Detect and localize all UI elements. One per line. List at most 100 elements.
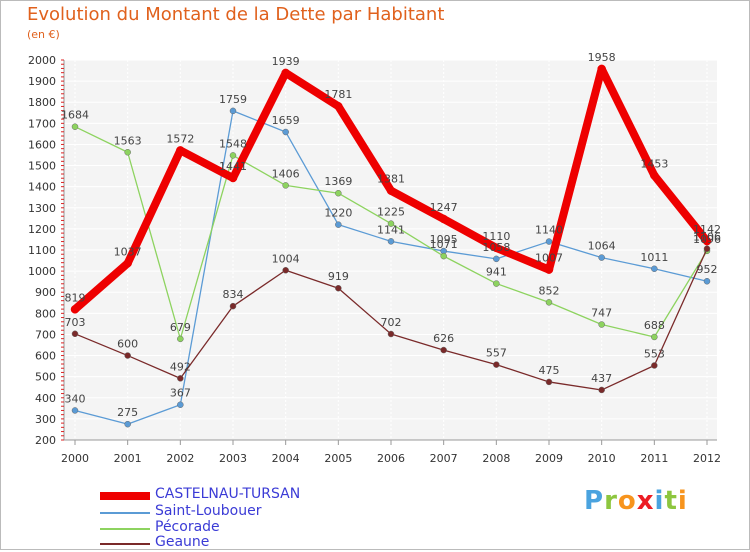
data-label: 1140 <box>535 224 563 237</box>
data-point <box>334 101 343 111</box>
data-label: 747 <box>591 307 612 320</box>
data-point <box>440 346 447 354</box>
logo-letter: x <box>636 486 655 516</box>
data-point <box>177 335 184 343</box>
data-label: 600 <box>117 338 138 351</box>
data-point <box>545 238 553 245</box>
data-label: 679 <box>170 321 191 334</box>
x-tick-label: 2006 <box>377 452 405 465</box>
data-label: 1220 <box>324 207 352 220</box>
data-point <box>177 401 184 408</box>
data-point <box>651 265 658 273</box>
data-label: 557 <box>486 347 507 360</box>
data-point <box>598 386 605 394</box>
logo-letter: P <box>584 486 605 516</box>
data-point <box>71 407 79 414</box>
y-tick-label: 1000 <box>28 265 56 278</box>
data-point <box>124 149 131 156</box>
x-tick-label: 2000 <box>61 452 89 465</box>
legend-swatch <box>100 512 150 514</box>
data-point <box>597 64 606 74</box>
data-point <box>387 220 395 227</box>
x-tick-label: 2005 <box>324 452 352 465</box>
data-point <box>335 284 342 292</box>
data-point <box>176 146 185 155</box>
proxiti-logo: Proxiti <box>584 486 688 516</box>
data-point <box>281 68 290 78</box>
y-tick-label: 600 <box>35 350 56 363</box>
data-label: 819 <box>65 291 86 304</box>
data-point <box>70 305 80 314</box>
data-label: 1659 <box>272 114 300 127</box>
x-tick-label: 2010 <box>588 452 616 465</box>
data-point <box>545 299 553 306</box>
x-tick-label: 2008 <box>482 452 510 465</box>
y-tick-label: 1100 <box>28 244 56 257</box>
y-tick-label: 1800 <box>28 96 56 109</box>
x-tick-label: 2004 <box>272 452 300 465</box>
data-point <box>387 330 395 338</box>
y-tick-label: 1400 <box>28 181 56 194</box>
data-label: 1759 <box>219 93 247 106</box>
data-label: 1781 <box>324 88 352 101</box>
data-label: 367 <box>170 387 191 400</box>
data-label: 1004 <box>272 252 300 265</box>
data-label: 1225 <box>377 206 405 219</box>
data-label: 1548 <box>219 137 247 150</box>
y-tick-label: 400 <box>35 392 56 405</box>
logo-letter: t <box>664 486 678 516</box>
data-point <box>71 123 79 130</box>
data-point <box>228 173 238 183</box>
data-point <box>229 302 237 310</box>
data-label: 1058 <box>482 241 510 254</box>
data-point <box>651 333 658 341</box>
data-label: 703 <box>65 316 86 329</box>
x-tick-label: 2001 <box>114 452 142 465</box>
data-label: 702 <box>381 316 402 329</box>
data-point <box>282 128 289 136</box>
y-tick-label: 1900 <box>28 75 56 88</box>
data-point <box>282 182 289 189</box>
x-tick-label: 2012 <box>693 452 721 465</box>
data-label: 437 <box>591 372 612 385</box>
data-point <box>598 254 605 261</box>
legend-swatch <box>100 543 150 545</box>
data-label: 492 <box>170 360 191 373</box>
data-point <box>229 152 237 159</box>
chart-subtitle: (en €) <box>27 28 60 41</box>
data-point <box>387 238 395 245</box>
legend-label: CASTELNAU-TURSAN <box>155 486 301 502</box>
legend-label: Saint-Loubouer <box>155 503 262 519</box>
data-point <box>229 107 237 115</box>
legend-swatch <box>100 528 150 530</box>
legend-label: Pécorade <box>155 519 220 535</box>
y-tick-label: 500 <box>35 371 56 384</box>
data-point <box>440 252 447 260</box>
y-tick-label: 2000 <box>28 54 56 67</box>
y-tick-label: 200 <box>35 434 56 447</box>
data-label: 1071 <box>430 238 458 251</box>
data-label: 1572 <box>166 132 194 145</box>
data-point <box>123 259 132 268</box>
data-point <box>335 189 342 197</box>
y-tick-label: 700 <box>35 328 56 341</box>
data-label: 1441 <box>219 160 247 173</box>
data-point <box>493 361 500 368</box>
data-label: 1141 <box>377 223 405 236</box>
data-point <box>282 267 289 274</box>
legend-swatch <box>100 492 150 500</box>
data-label: 626 <box>433 332 454 345</box>
data-label: 1406 <box>272 167 300 180</box>
logo-letter: r <box>604 486 618 516</box>
x-tick-label: 2009 <box>535 452 563 465</box>
x-tick-label: 2003 <box>219 452 247 465</box>
data-point <box>598 321 605 328</box>
data-label: 1939 <box>272 55 300 68</box>
data-label: 553 <box>644 347 665 360</box>
data-label: 475 <box>539 364 560 377</box>
y-tick-label: 1300 <box>28 202 56 215</box>
data-point <box>124 420 131 428</box>
x-tick-label: 2007 <box>430 452 458 465</box>
data-point <box>439 214 448 224</box>
